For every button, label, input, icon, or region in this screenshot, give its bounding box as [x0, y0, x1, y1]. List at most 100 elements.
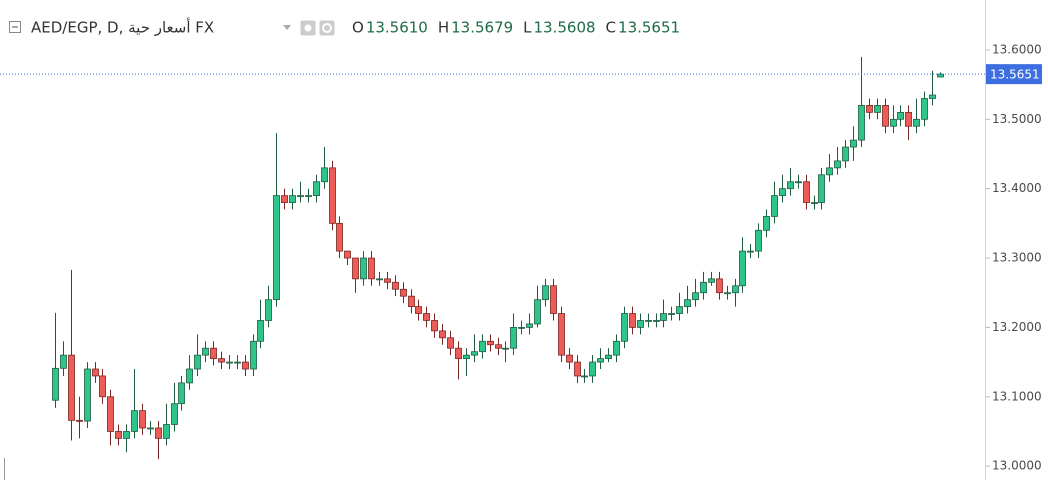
candle-body [297, 195, 304, 198]
candle-body [858, 105, 865, 141]
candle-body [550, 285, 557, 314]
candle-body [163, 424, 170, 439]
candle-body [566, 354, 573, 363]
candle-body [447, 337, 454, 349]
candle-body [929, 94, 936, 99]
candle-body [637, 320, 644, 328]
candle-body [874, 105, 881, 113]
candle-body [99, 375, 106, 398]
candle-body [68, 354, 75, 421]
candle-body [289, 195, 296, 203]
candle-body [510, 326, 517, 349]
y-tick-label: 13.6000 [992, 42, 1042, 56]
price-label: 13.5651 [990, 68, 1040, 82]
candle-body [842, 146, 849, 162]
candle-body [558, 313, 565, 356]
candle-body [739, 250, 746, 287]
dropdown-arrow[interactable] [283, 25, 291, 30]
candle-body [708, 278, 715, 283]
candle-body [882, 105, 889, 127]
candle-body [755, 229, 762, 252]
candle-body [921, 98, 928, 120]
settings-button[interactable] [319, 20, 335, 36]
candle-body [534, 299, 541, 325]
candle-body [273, 195, 280, 301]
candle-body [171, 403, 178, 425]
y-tick-label: 13.4000 [992, 181, 1042, 195]
candle-body [574, 361, 581, 377]
candle-body [234, 361, 241, 364]
candle-body [178, 382, 185, 405]
candle-body [250, 340, 257, 370]
candle-body [60, 354, 67, 369]
y-tick-label: 13.2000 [992, 320, 1042, 334]
ohlc-label: C [606, 19, 616, 37]
candle-body [732, 285, 739, 294]
candle-body [52, 367, 59, 401]
candle-body [660, 313, 667, 321]
candle-body [605, 354, 612, 360]
candle-body [439, 330, 446, 339]
ohlc-value: 13.5610 [366, 19, 428, 37]
candle-body [352, 257, 359, 280]
candle-body [487, 340, 494, 346]
candle-body [415, 306, 422, 314]
candle-body [186, 368, 193, 384]
candle-body [123, 431, 130, 439]
price-label-box [986, 64, 1042, 85]
candle-body [400, 288, 407, 297]
candle-body [210, 347, 217, 360]
candle-body [716, 278, 723, 294]
candle-body [305, 195, 312, 198]
candle-body [242, 361, 249, 370]
candle-body [502, 347, 509, 350]
candle-body [905, 111, 912, 127]
candle-body [431, 320, 438, 332]
candle-body [668, 313, 675, 315]
candle-body [384, 278, 391, 283]
ohlc-value: 13.5608 [534, 19, 596, 37]
candle-body [850, 139, 857, 148]
candle-body [471, 351, 478, 356]
candle-body [811, 202, 818, 204]
y-tick-label: 13.1000 [992, 389, 1042, 403]
candle-body [131, 410, 138, 432]
candle-body [826, 167, 833, 176]
candle-body [329, 167, 336, 224]
candle-body [321, 167, 328, 183]
candle-body [455, 347, 462, 360]
ohlc-value: 13.5679 [451, 19, 513, 37]
candle-body [265, 299, 272, 321]
candle-body [692, 292, 699, 301]
candle-body [392, 281, 399, 290]
candle-body [803, 181, 810, 203]
candle-body [155, 427, 162, 439]
candle-body [613, 340, 620, 356]
ohlc-label: H [438, 19, 449, 37]
candle-body [76, 419, 83, 422]
candle-body [684, 299, 691, 307]
y-tick-label: 13.0000 [992, 459, 1042, 473]
candle-body [518, 326, 525, 329]
candle-body [779, 188, 786, 197]
settings-icon [322, 23, 332, 33]
candle-body [281, 195, 288, 203]
candle-body [763, 216, 770, 231]
ohlc-label: O [352, 19, 364, 37]
candle-body [257, 320, 264, 342]
candle-body [818, 174, 825, 203]
candle-body [147, 427, 154, 430]
candle-body [313, 181, 320, 197]
candle-body [542, 285, 549, 301]
candle-body [581, 375, 588, 378]
candle-body [890, 118, 897, 127]
candle-body [834, 160, 841, 169]
candle-body [645, 320, 652, 322]
candle-body [139, 410, 146, 429]
ohlc-label: L [523, 19, 532, 37]
candle-body [913, 118, 920, 127]
symbol-title: AED/EGP, D, أسعار حية FX [31, 18, 214, 37]
candle-body [897, 111, 904, 120]
